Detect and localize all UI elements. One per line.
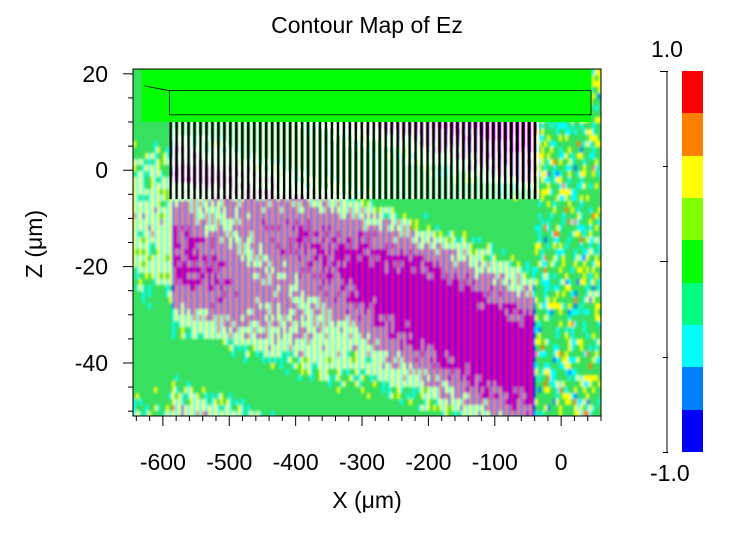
grating-fringes <box>169 122 540 200</box>
colorbar-tick <box>663 357 668 358</box>
colorbar-max-label: 1.0 <box>651 36 683 62</box>
colorbar-tick <box>660 261 668 262</box>
waveguide-slab <box>141 69 592 123</box>
x-tick-label: -100 <box>472 449 518 475</box>
waveguide-taper-line <box>144 85 170 92</box>
x-tick-label: -300 <box>339 449 385 475</box>
colorbar-tick <box>660 71 668 72</box>
colorbar-step <box>682 197 703 241</box>
chart-title: Contour Map of Ez <box>271 12 463 38</box>
colorbar-step <box>682 71 703 114</box>
x-tick-label: 0 <box>555 449 568 475</box>
colorbar-step <box>682 409 703 452</box>
y-tick-label: 20 <box>82 61 108 87</box>
y-tick-label: 0 <box>95 157 108 183</box>
colorbar-min-label: -1.0 <box>650 460 690 486</box>
x-tick-label: -600 <box>140 449 186 475</box>
colorbar <box>682 71 703 452</box>
waveguide-core-outline <box>169 90 592 116</box>
colorbar-tick <box>663 166 668 167</box>
colorbar-step <box>682 113 703 156</box>
colorbar-step <box>682 240 703 283</box>
colorbar-step <box>682 324 703 368</box>
axes: -600 -500 -400 -300 -200 -100 0 20 0 -20 -40 <box>75 61 602 475</box>
colorbar-step <box>682 282 703 325</box>
x-tick-label: -500 <box>206 449 252 475</box>
colorbar-step <box>682 367 703 410</box>
colorbar-tick <box>663 452 668 453</box>
y-axis-label: Z (μm) <box>21 210 47 278</box>
colorbar-step <box>682 155 703 198</box>
y-tick-label: -20 <box>75 254 108 280</box>
y-tick-label: -40 <box>75 350 108 376</box>
x-axis-label: X (μm) <box>332 487 401 513</box>
x-tick-label: -400 <box>273 449 319 475</box>
plot-area <box>133 69 601 416</box>
x-tick-label: -200 <box>405 449 451 475</box>
